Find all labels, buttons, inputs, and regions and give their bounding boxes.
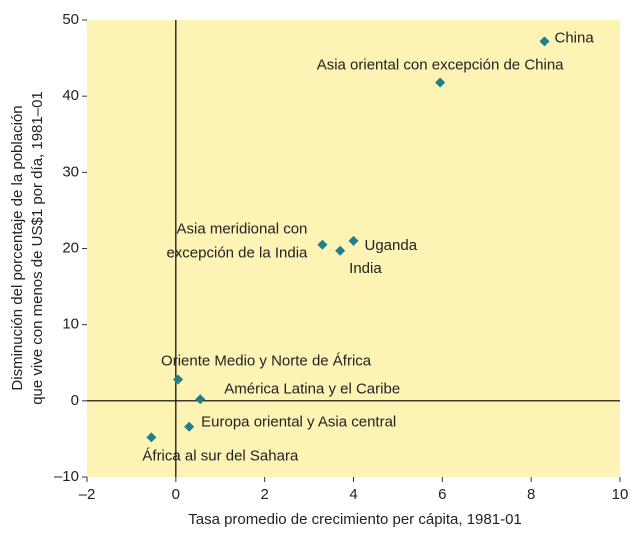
y-tick-label: 30 xyxy=(62,163,79,180)
point xyxy=(146,432,157,443)
x-tick-label: 4 xyxy=(349,486,357,503)
x-tick-label: 10 xyxy=(612,486,629,503)
point-label: Europa oriental y Asia central xyxy=(201,414,396,431)
x-tick-label: 6 xyxy=(438,486,446,503)
point-label: Asia meridional con excepción de la India xyxy=(166,221,308,262)
point xyxy=(539,36,550,47)
y-tick-label: 20 xyxy=(62,239,79,256)
point xyxy=(173,374,184,385)
y-axis-label: que vive con menos de US$1 por día, 1981… xyxy=(29,91,46,405)
point xyxy=(335,245,346,256)
y-tick-label: 40 xyxy=(62,87,79,104)
x-tick-label: 8 xyxy=(527,486,535,503)
point xyxy=(435,77,446,88)
point xyxy=(348,235,359,246)
point-label: Asia oriental con excepción de China xyxy=(317,56,564,73)
y-tick-label: –10 xyxy=(54,468,79,485)
y-tick-label: 10 xyxy=(62,316,79,333)
point xyxy=(317,239,328,250)
y-tick-label: 50 xyxy=(62,11,79,28)
point-label: Uganda xyxy=(365,237,418,254)
y-axis-label: Disminución del porcentaje de la poblaci… xyxy=(9,105,26,390)
x-tick-label: –2 xyxy=(79,486,96,503)
y-tick-label: 0 xyxy=(71,392,79,409)
x-axis-label: Tasa promedio de crecimiento per cápita,… xyxy=(188,511,522,528)
point-label: China xyxy=(554,29,594,46)
point-label: Oriente Medio y Norte de África xyxy=(161,352,372,369)
point-label: África al sur del Sahara xyxy=(142,447,299,464)
x-tick-label: 2 xyxy=(260,486,268,503)
point-label: India xyxy=(349,260,382,277)
x-tick-label: 0 xyxy=(172,486,180,503)
point-label: América Latina y el Caribe xyxy=(224,380,400,397)
point xyxy=(184,421,195,432)
point xyxy=(195,394,206,405)
